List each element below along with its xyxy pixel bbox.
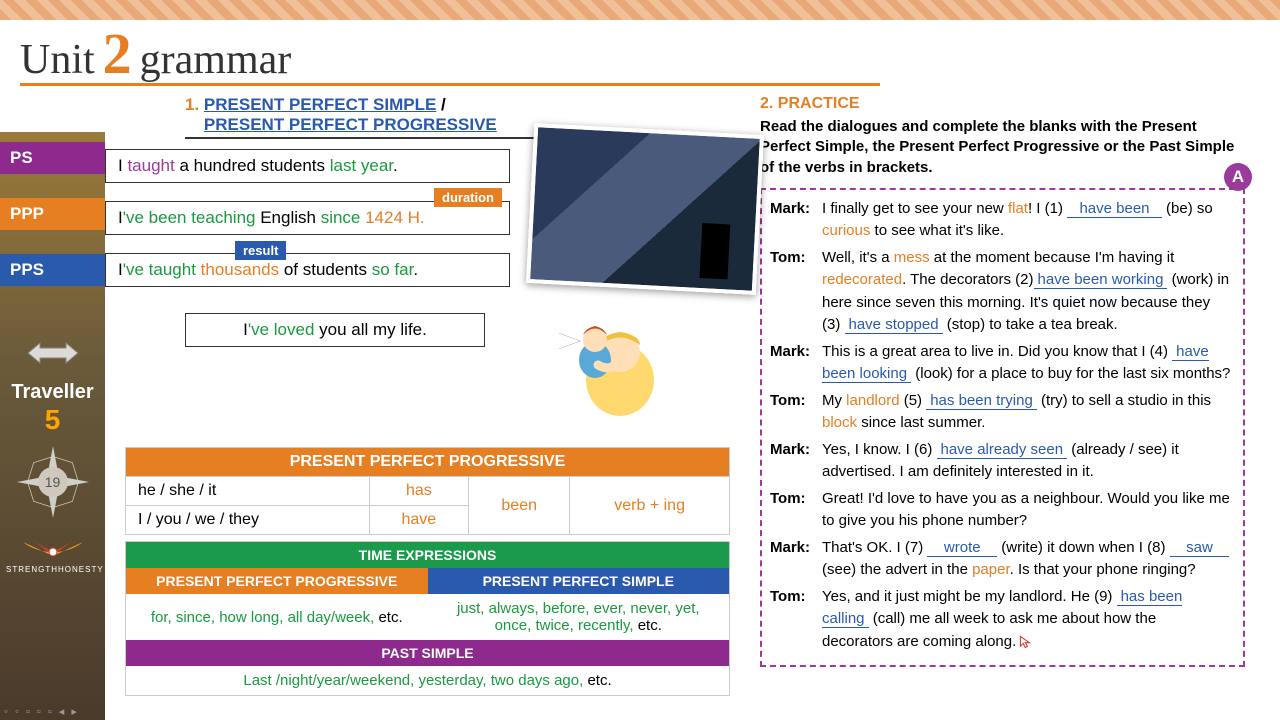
dialogue-row: Tom:Well, it's a mess at the moment beca… (770, 247, 1231, 337)
speaker-label: Tom: (770, 586, 822, 654)
motto-right: HONESTY (58, 565, 104, 574)
classroom-photo (526, 123, 764, 295)
example-ps: I taught a hundred students last year. (105, 149, 510, 183)
sidebar: PS PPP PPS Traveller 5 19 STRENGTH HONES… (0, 132, 105, 720)
duration-tag: duration (434, 188, 502, 207)
practice-column: 2. PRACTICE Read the dialogues and compl… (760, 95, 1260, 667)
te-ppp-body: for, since, how long, all day/week, etc. (126, 594, 428, 640)
nav-arrows-icon[interactable] (0, 340, 105, 373)
cartoon-hug (550, 310, 670, 420)
dialogue-text: I finally get to see your new flat! I (1… (822, 198, 1231, 243)
badge-ppp: PPP (0, 198, 105, 230)
traveller-num: 5 (0, 404, 105, 436)
dialogue-text: Well, it's a mess at the moment because … (822, 247, 1231, 337)
section1-title-b: PRESENT PERFECT PROGRESSIVE (204, 115, 497, 134)
dialogue-text: Yes, and it just might be my landlord. H… (822, 586, 1231, 654)
dialogue-text: That's OK. I (7) wrote (write) it down w… (822, 537, 1231, 582)
speaker-label: Mark: (770, 439, 822, 484)
dialogue-row: Tom:Great! I'd love to have you as a nei… (770, 488, 1231, 533)
aux-have: have (369, 506, 469, 535)
wings-icon (0, 532, 105, 567)
dialogue-box: Mark:I finally get to see your new flat!… (760, 188, 1245, 668)
speaker-label: Mark: (770, 341, 822, 386)
motto: STRENGTH HONESTY (0, 565, 105, 574)
dialogue-row: Tom:Yes, and it just might be my landlor… (770, 586, 1231, 654)
dialogue-text: This is a great area to live in. Did you… (822, 341, 1231, 386)
section1-num: 1. (185, 95, 199, 114)
exercise-badge-a: A (1224, 163, 1252, 191)
page-number: 19 (38, 467, 68, 497)
section1-title-a: PRESENT PERFECT SIMPLE (204, 95, 436, 114)
badge-pps: PPS (0, 254, 105, 286)
dialogue-row: Mark:That's OK. I (7) wrote (write) it d… (770, 537, 1231, 582)
result-tag: result (235, 241, 286, 260)
compass-icon: 19 (17, 446, 89, 518)
time-expressions-table: TIME EXPRESSIONS PRESENT PERFECT PROGRES… (125, 541, 730, 696)
dialogue-row: Mark:I finally get to see your new flat!… (770, 198, 1231, 243)
dialogue-text: Great! I'd love to have you as a neighbo… (822, 488, 1231, 533)
section1-underline (185, 137, 565, 139)
example-love: I've loved you all my life. (185, 313, 485, 347)
speaker-label: Tom: (770, 247, 822, 337)
page-header: Unit 2 grammar (20, 20, 1260, 80)
practice-title: 2. PRACTICE (760, 95, 1245, 113)
te-title: TIME EXPRESSIONS (126, 542, 730, 569)
sep: / (436, 95, 445, 114)
verbing-cell: verb + ing (570, 477, 730, 535)
speaker-label: Mark: (770, 198, 822, 243)
example-pps: I've taught thousands of students so far… (105, 253, 510, 287)
main-column: 1. PRESENT PERFECT SIMPLE / PRESENT PERF… (105, 95, 750, 706)
dialogue-text: My landlord (5) has been trying (try) to… (822, 390, 1231, 435)
bottom-nav-dots[interactable]: ◦ ◦ ▫ ▫ ▫ ◂ ▸ (4, 705, 79, 718)
te-past-head: PAST SIMPLE (126, 640, 730, 666)
been-cell: been (469, 477, 570, 535)
speaker-label: Tom: (770, 390, 822, 435)
traveller-name: Traveller (0, 381, 105, 404)
grammar-label: grammar (140, 36, 292, 84)
te-pps-body: just, always, before, ever, never, yet, … (428, 594, 730, 640)
badge-ps: PS (0, 142, 105, 174)
te-ppp-head: PRESENT PERFECT PROGRESSIVE (126, 568, 428, 594)
aux-has: has (369, 477, 469, 506)
dialogue-text: Yes, I know. I (6) have already seen (al… (822, 439, 1231, 484)
dialogue-row: Mark:This is a great area to live in. Di… (770, 341, 1231, 386)
subj-3rd: he / she / it (126, 477, 370, 506)
unit-label: Unit (20, 36, 95, 84)
top-pattern (0, 0, 1280, 20)
unit-number: 2 (103, 20, 132, 87)
te-past-body: Last /night/year/weekend, yesterday, two… (126, 666, 730, 696)
header-underline (20, 83, 880, 86)
ppp-conjugation-table: PRESENT PERFECT PROGRESSIVE he / she / i… (125, 447, 730, 535)
subj-other: I / you / we / they (126, 506, 370, 535)
ppp-table-title: PRESENT PERFECT PROGRESSIVE (126, 448, 730, 477)
te-pps-head: PRESENT PERFECT SIMPLE (428, 568, 730, 594)
dialogue-row: Mark:Yes, I know. I (6) have already see… (770, 439, 1231, 484)
speaker-label: Tom: (770, 488, 822, 533)
speaker-label: Mark: (770, 537, 822, 582)
practice-instructions: Read the dialogues and complete the blan… (760, 117, 1245, 178)
dialogue-row: Tom:My landlord (5) has been trying (try… (770, 390, 1231, 435)
traveller-logo: Traveller 5 (0, 381, 105, 436)
motto-left: STRENGTH (6, 565, 58, 574)
